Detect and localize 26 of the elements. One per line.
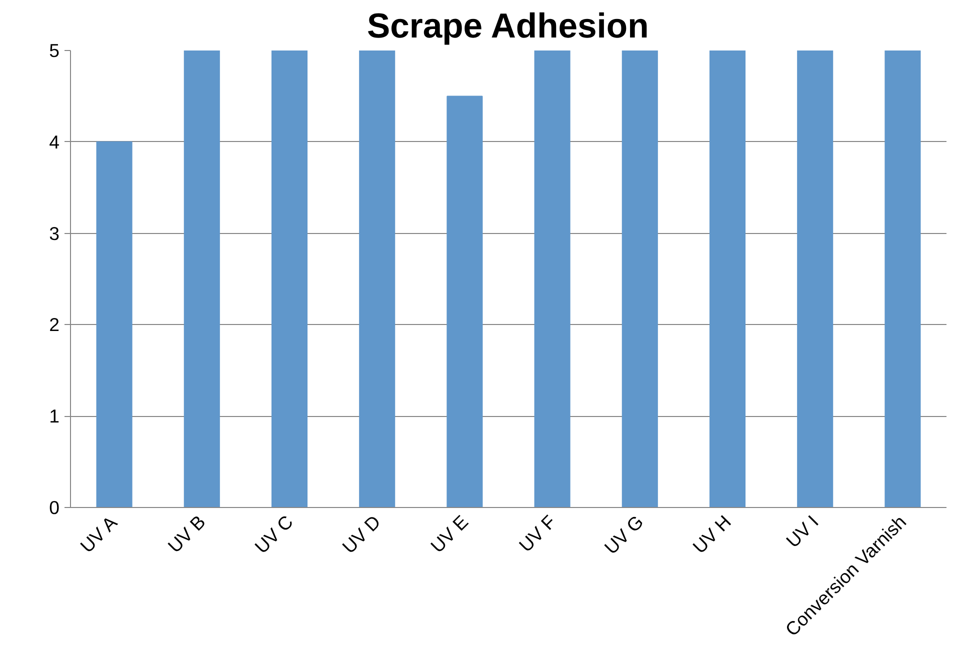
y-tick-label: 2 [49,314,60,336]
bar [709,50,746,508]
bar [271,50,308,508]
x-tick-label: UV G [600,511,648,558]
bar [884,50,921,508]
bar [797,50,834,508]
bar [446,96,483,508]
x-tick-label: UV A [76,511,122,557]
x-tick-label: UV D [338,511,385,558]
y-tick-label: 0 [49,497,60,518]
y-tick-label: 1 [49,406,60,427]
x-tick-label: UV I [782,511,823,552]
y-tick-label: 4 [49,131,60,152]
bar [184,50,220,508]
x-tick-label: UV C [250,511,297,558]
bar [96,141,132,508]
y-tick-label: 3 [49,222,60,244]
x-tick-label: UV F [514,511,560,556]
bar [359,50,396,508]
x-tick-label: UV H [688,511,735,558]
y-tick-label: 5 [49,40,60,61]
chart-title: Scrape Adhesion [366,8,649,46]
x-tick-label: UV E [426,511,472,557]
bar [622,50,658,508]
x-tick-label: UV B [164,511,210,557]
bar [534,50,570,508]
